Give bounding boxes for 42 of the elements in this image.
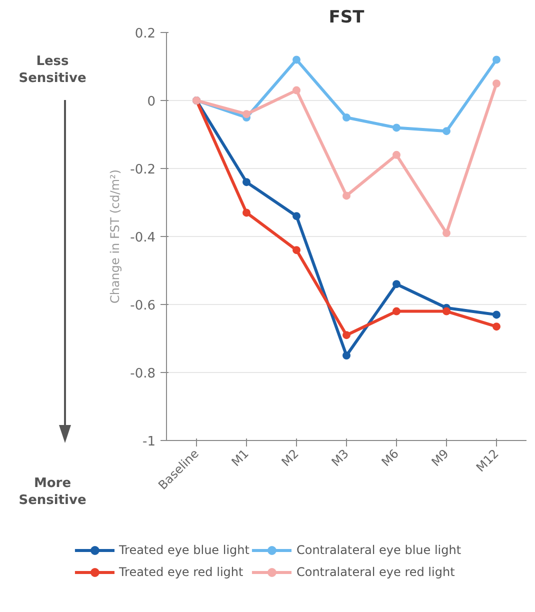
legend-label: Contralateral eye red light xyxy=(296,565,455,579)
legend-label: Contralateral eye blue light xyxy=(296,543,462,557)
y-tick-label: 0 xyxy=(147,94,156,110)
y-axis-title: Change in FST (cd/m²) xyxy=(108,169,122,304)
x-tick-label: M3 xyxy=(328,446,352,470)
y-tick-label: -0.2 xyxy=(130,162,156,178)
point xyxy=(342,192,350,200)
text: More Sensitive xyxy=(18,475,88,509)
point xyxy=(392,307,400,316)
point xyxy=(242,178,250,186)
y-tick-label: 0.2 xyxy=(134,26,156,42)
point xyxy=(492,56,500,64)
y-tick-label: -0.8 xyxy=(130,366,156,382)
point xyxy=(242,208,250,217)
point xyxy=(292,246,300,254)
point xyxy=(392,124,400,132)
point xyxy=(342,114,350,122)
point xyxy=(442,127,450,136)
x-tick-label: M1 xyxy=(228,446,252,470)
point xyxy=(492,322,500,331)
x-tick-label: M2 xyxy=(278,446,302,470)
point xyxy=(292,212,300,220)
legend-label: Treated eye red light xyxy=(118,565,244,579)
text: Less Sensitive xyxy=(18,53,88,87)
y-tick-label: -0.4 xyxy=(130,230,156,246)
x-tick-label: M6 xyxy=(378,446,402,470)
legend-label: Treated eye blue light xyxy=(118,543,250,557)
point xyxy=(442,307,450,316)
point xyxy=(492,80,500,88)
point xyxy=(292,86,300,94)
point xyxy=(292,56,300,64)
point xyxy=(442,229,450,238)
y-tick-label: -0.6 xyxy=(130,298,156,314)
point xyxy=(342,352,350,360)
x-tick-label: M9 xyxy=(428,446,452,470)
y-tick-label: -1 xyxy=(142,434,156,450)
point xyxy=(242,110,250,118)
point xyxy=(392,150,400,159)
chart-title: FST xyxy=(328,8,365,28)
point xyxy=(392,280,400,288)
point xyxy=(342,331,350,340)
point xyxy=(492,310,500,319)
